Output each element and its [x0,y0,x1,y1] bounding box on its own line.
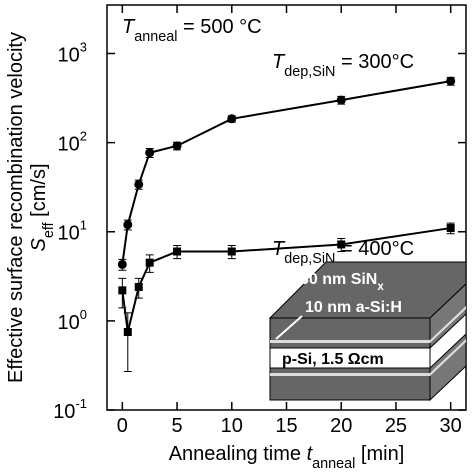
marker [227,247,236,256]
tick-exp: 1 [80,218,87,233]
text-part: Annealing time [169,443,307,465]
x-tick-label: 10 [221,415,243,437]
marker [446,76,456,86]
text-part: x [377,281,384,293]
text-part: = 300°C [335,51,414,73]
tick-base: 10 [58,44,80,66]
marker [123,220,133,230]
text-part: dep,SiN [284,64,335,80]
x-tick-label: 30 [440,415,462,437]
y-tick-label: 101 [58,218,87,245]
tick-base: 10 [53,401,75,423]
marker [337,240,346,249]
tick-exp: 2 [80,129,87,144]
marker [227,114,237,124]
text-part: T [122,16,136,38]
text-part: anneal [134,29,177,45]
tick-exp: -1 [75,396,87,411]
inset-label: 60 nm SiNx [300,271,384,293]
marker [173,247,182,256]
marker [172,141,182,151]
text-part: eff [41,221,57,238]
marker [118,286,127,295]
marker [134,282,143,291]
annotation: Tanneal = 500 °C [122,16,262,45]
text-part: 60 nm SiN [300,271,377,288]
x-tick-label: 25 [385,415,407,437]
series-line [121,80,451,265]
x-tick-label: 15 [275,415,297,437]
text-part: = 500 °C [177,16,261,38]
x-axis-label: Annealing time tanneal [min] [169,443,405,472]
x-tick-label: 20 [330,415,352,437]
text-part: T [272,51,286,73]
text-part: S [28,237,50,251]
text-part: anneal [312,456,355,472]
y-axis-label: Seff [cm/s] [28,164,57,252]
y-tick-label: 10-1 [53,396,87,423]
marker [145,148,155,158]
marker [446,224,455,233]
tick-exp: 3 [80,39,87,54]
tick-exp: 0 [80,307,87,322]
tick-base: 10 [58,223,80,245]
text-part: = 400°C [335,238,414,260]
text-part: [min] [355,443,404,465]
marker [123,328,132,337]
series-line [121,227,451,333]
annotation: Tdep,SiN = 300°C [272,51,414,80]
inset-diagram: 60 nm SiNx 10 nm a-Si:H p-Si, 1.5 Ωcm [268,261,467,402]
y-tick-label: 103 [58,39,87,66]
inset-label: 10 nm a-Si:H [305,299,402,316]
inset-label: p-Si, 1.5 Ωcm [282,351,384,368]
tick-base: 10 [58,312,80,334]
text-part: [cm/s] [28,164,50,223]
y-tick-label: 100 [58,307,87,334]
y-tick-label: 102 [58,129,87,156]
annotation: Tdep,SiN = 400°C [272,238,414,267]
x-tick-label: 5 [171,415,182,437]
y-axis-label: Effective surface recombination velocity [5,32,27,383]
text-part: t [307,443,314,465]
x-tick-label: 0 [117,415,128,437]
text-part: Effective surface recombination velocity [5,32,27,383]
marker [145,258,154,267]
marker [134,179,144,189]
marker [117,259,127,269]
tick-base: 10 [58,134,80,156]
error-bar [123,312,132,373]
marker [336,95,346,105]
text-part: dep,SiN [284,251,335,267]
